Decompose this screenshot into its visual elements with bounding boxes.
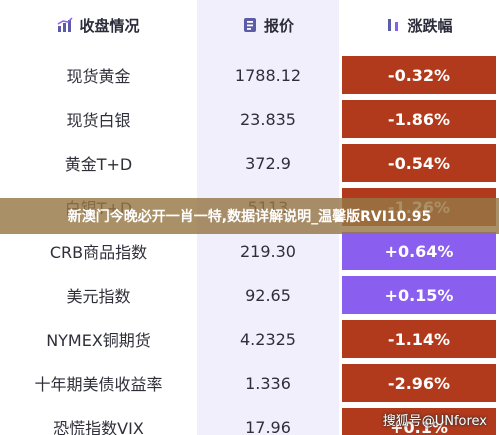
table-row: 美元指数 92.65 +0.15%: [0, 274, 499, 316]
row-change: +0.1%: [342, 408, 496, 435]
header-price: 报价: [197, 0, 339, 50]
banner-text[interactable]: 新澳门今晚必开一肖一特,数据详解说明_温馨版RVI10.95: [67, 209, 432, 225]
row-name: 现货黄金: [66, 67, 131, 86]
header-col2-label: 报价: [263, 16, 294, 35]
row-price: 1788.12: [234, 65, 302, 85]
header-change: 涨跌幅: [339, 0, 499, 50]
row-price: 4.2325: [240, 329, 296, 349]
table-row: CRB商品指数 219.30 +0.64%: [0, 230, 499, 272]
header-col1-label: 收盘情况: [79, 16, 140, 35]
table-row: 现货白银 23.835 -1.86%: [0, 98, 499, 140]
row-name: 十年期美债收益率: [34, 375, 163, 394]
row-change: -1.86%: [342, 100, 496, 138]
row-name: 美元指数: [66, 287, 131, 306]
row-name: CRB商品指数: [49, 243, 148, 262]
row-price: 1.336: [245, 373, 291, 393]
row-name: 黄金T+D: [64, 155, 133, 174]
row-price: 372.9: [245, 153, 291, 173]
row-name: NYMEX铜期货: [46, 331, 151, 350]
up-down-arrows-icon: [388, 19, 399, 31]
price-tag-icon: [243, 18, 256, 32]
table-row: 黄金T+D 372.9 -0.54%: [0, 142, 499, 184]
row-name: 恐慌指数VIX: [53, 419, 144, 435]
row-price: 92.65: [245, 285, 291, 305]
chart-trend-icon: [58, 17, 74, 32]
row-change: -2.96%: [342, 364, 496, 402]
table-row: 现货黄金 1788.12 -0.32%: [0, 54, 499, 96]
table-row: 十年期美债收益率 1.336 -2.96%: [0, 362, 499, 404]
row-change: +0.64%: [342, 232, 496, 270]
row-price: 23.835: [240, 109, 296, 129]
header-col3-label: 涨跌幅: [407, 16, 453, 35]
row-change: -0.54%: [342, 144, 496, 182]
row-price: 219.30: [240, 241, 296, 261]
overlay-banner[interactable]: 新澳门今晚必开一肖一特,数据详解说明_温馨版RVI10.95: [0, 198, 499, 234]
row-name: 现货白银: [66, 111, 131, 130]
table-row: NYMEX铜期货 4.2325 -1.14%: [0, 318, 499, 360]
source-watermark: 搜狐号@UNforex: [382, 414, 487, 429]
table-row: 恐慌指数VIX 17.96 +0.1%: [0, 406, 499, 435]
row-price: 17.96: [245, 417, 291, 435]
header-close-status: 收盘情况: [0, 0, 197, 50]
row-change: -0.32%: [342, 56, 496, 94]
row-change: -1.14%: [342, 320, 496, 358]
row-change: +0.15%: [342, 276, 496, 314]
table-header: 收盘情况 报价 涨跌幅: [0, 0, 499, 50]
